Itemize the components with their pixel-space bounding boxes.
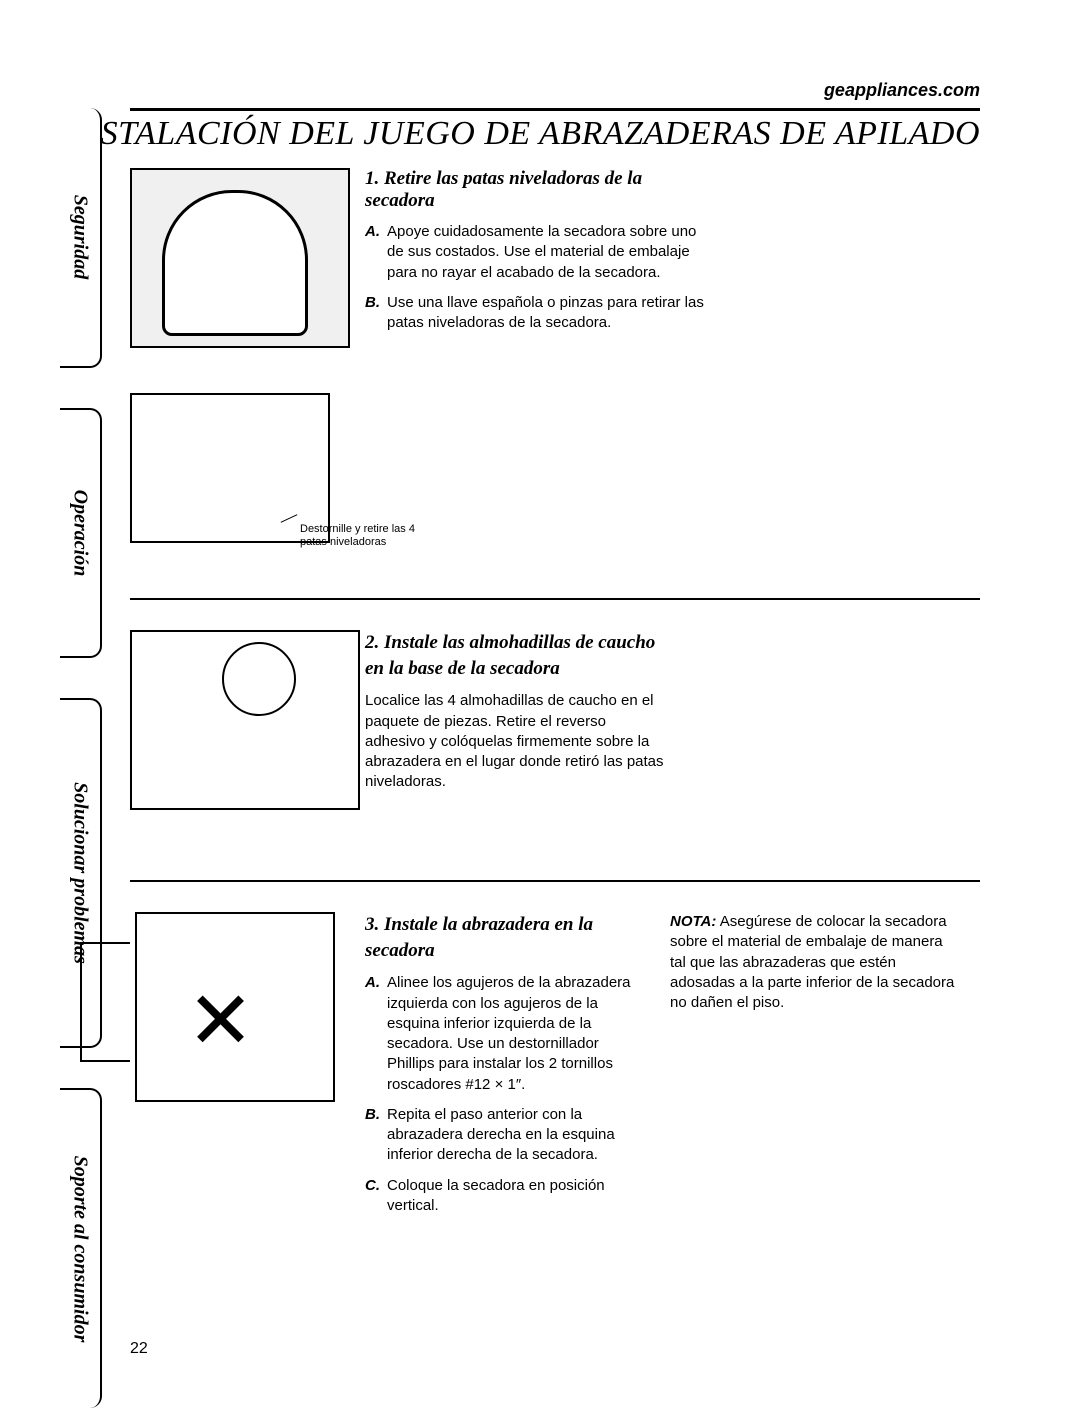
section-3-text: 3. Instale la abrazadera en la secadora … (365, 912, 645, 1226)
step-body: Localice las 4 almohadillas de caucho en… (365, 691, 665, 792)
step-heading: 2. Instale las almohadillas de caucho en… (365, 630, 665, 681)
section-2: 2. Instale las almohadillas de caucho en… (130, 630, 980, 880)
step-text: Use una llave española o pinzas para ret… (387, 293, 705, 334)
step-item: A. Alinee los agujeros de la abrazadera … (365, 973, 645, 1095)
diagram-bracket (80, 912, 340, 1102)
website-url: geappliances.com (824, 80, 980, 101)
page: geappliances.com INSTALACIÓN DEL JUEGO D… (0, 0, 1080, 1388)
diagram-dryer-bottom: Destornille y retire las 4 patas nivelad… (130, 393, 390, 568)
section-1-text: 1. Retire las patas niveladoras de la se… (365, 168, 705, 343)
step-item: B. Repita el paso anterior con la abraza… (365, 1105, 645, 1166)
step-text: Apoye cuidadosamente la secadora sobre u… (387, 222, 705, 283)
section-divider (130, 880, 980, 882)
diagram-caption: Destornille y retire las 4 patas nivelad… (300, 523, 440, 549)
step-text: Coloque la secadora en posición vertical… (387, 1176, 645, 1217)
step-text: Alinee los agujeros de la abrazadera izq… (387, 973, 645, 1095)
tab-soporte: Soporte al consumidor (60, 1088, 102, 1408)
note-label: NOTA: (670, 913, 716, 930)
step-heading: 1. Retire las patas niveladoras de la se… (365, 168, 705, 212)
bracket-shape (80, 942, 130, 1062)
section-divider (130, 598, 980, 600)
section-3: 3. Instale la abrazadera en la secadora … (130, 912, 980, 1272)
panel-shape (135, 912, 335, 1102)
tab-label: Operación (69, 490, 92, 577)
step-item: C. Coloque la secadora en posición verti… (365, 1176, 645, 1217)
step-letter: B. (365, 293, 387, 334)
page-title: INSTALACIÓN DEL JUEGO DE ABRAZADERAS DE … (66, 115, 980, 153)
step-letter: B. (365, 1105, 387, 1166)
step-heading: 3. Instale la abrazadera en la secadora (365, 912, 645, 963)
step-item: B. Use una llave española o pinzas para … (365, 293, 705, 334)
tab-operacion: Operación (60, 408, 102, 658)
diagram-dryer-side (130, 168, 350, 348)
step-letter: A. (365, 222, 387, 283)
top-rule (130, 108, 980, 111)
tab-label: Soporte al consumidor (69, 1156, 92, 1343)
tab-label: Seguridad (69, 195, 92, 279)
sidebar: Seguridad Operación Solucionar problemas… (60, 108, 110, 1328)
section-2-text: 2. Instale las almohadillas de caucho en… (365, 630, 665, 793)
diagram-box (130, 393, 330, 543)
step-item: A. Apoye cuidadosamente la secadora sobr… (365, 222, 705, 283)
step-letter: A. (365, 973, 387, 1095)
diagram-rubber-pads (130, 630, 360, 810)
step-text: Repita el paso anterior con la abrazader… (387, 1105, 645, 1166)
section-3-note: NOTA: Asegúrese de colocar la secadora s… (670, 912, 960, 1013)
tab-seguridad: Seguridad (60, 108, 102, 368)
section-1: 1. Retire las patas niveladoras de la se… (130, 168, 980, 598)
page-number: 22 (130, 1340, 148, 1358)
step-letter: C. (365, 1176, 387, 1217)
content-area: 1. Retire las patas niveladoras de la se… (130, 168, 980, 1272)
